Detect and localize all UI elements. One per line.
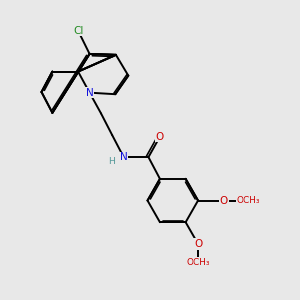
Text: O: O (156, 132, 164, 142)
Text: Cl: Cl (73, 26, 83, 36)
Text: H: H (108, 157, 115, 166)
Text: OCH₃: OCH₃ (236, 196, 260, 205)
Text: N: N (120, 152, 128, 162)
Text: O: O (220, 196, 228, 206)
Text: OCH₃: OCH₃ (186, 258, 210, 267)
Text: O: O (194, 239, 202, 249)
Text: N: N (86, 88, 93, 98)
